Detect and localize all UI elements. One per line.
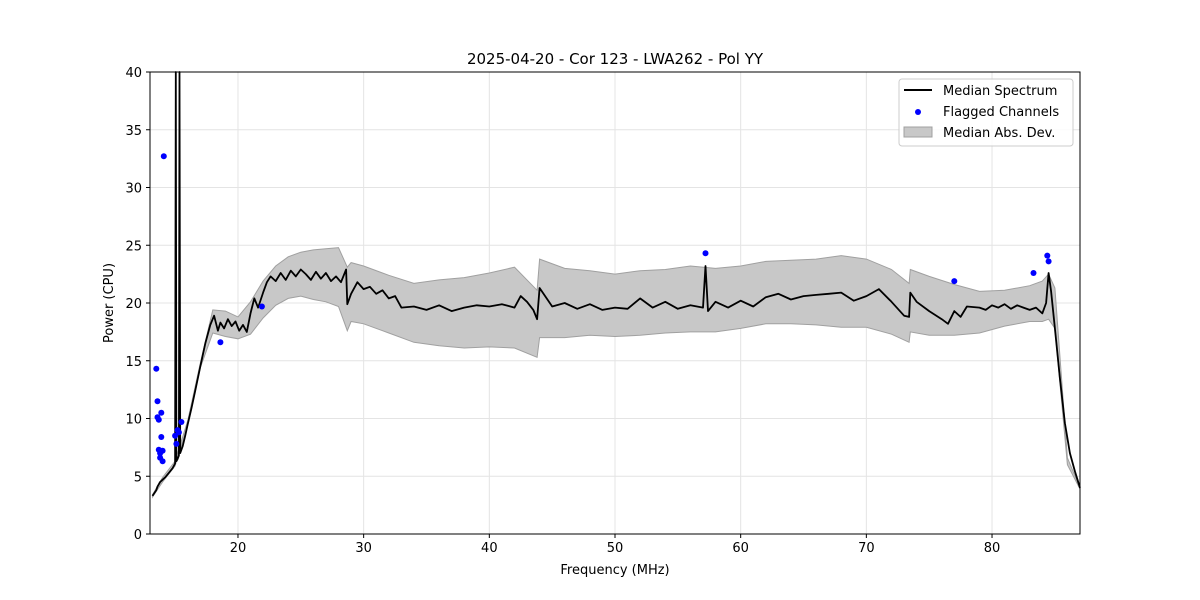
legend-label-flagged: Flagged Channels — [943, 105, 1059, 120]
flagged-channel-point — [154, 398, 161, 405]
median-spectrum-path — [151, 71, 1081, 497]
x-axis-ticks: 20 30 40 50 60 70 80 — [230, 534, 1001, 556]
flagged-channel-point — [1030, 270, 1037, 276]
flagged-channel-point — [702, 250, 709, 257]
legend-label-median: Median Spectrum — [943, 84, 1057, 99]
median-spectrum-line — [151, 71, 1081, 497]
flagged-channel-point — [217, 339, 224, 346]
legend-band-swatch — [903, 126, 933, 138]
y-tick-label: 20 — [125, 297, 142, 312]
y-tick-label: 40 — [125, 66, 142, 81]
flagged-channel-point — [158, 434, 165, 440]
flagged-channel-point — [258, 303, 265, 310]
y-tick-label: 35 — [125, 124, 142, 139]
x-tick-label: 40 — [481, 541, 498, 556]
flagged-channel-point — [159, 447, 166, 454]
flagged-channel-point — [158, 409, 165, 416]
legend: Median Spectrum Flagged Channels Median … — [898, 78, 1074, 147]
flagged-channel-point — [175, 429, 182, 436]
x-tick-label: 70 — [858, 541, 875, 556]
y-tick-label: 0 — [134, 528, 142, 543]
x-tick-label: 60 — [732, 541, 749, 556]
flagged-channel-point — [178, 419, 185, 425]
flagged-channel-point — [155, 416, 162, 423]
legend-box — [898, 78, 1074, 147]
y-axis-ticks: 0 5 10 15 20 25 30 35 40 — [125, 66, 150, 543]
y-axis-label: Power (CPU) — [102, 263, 117, 343]
flagged-channel-point — [160, 153, 167, 160]
x-tick-label: 50 — [607, 541, 624, 556]
x-tick-label: 80 — [984, 541, 1001, 556]
flagged-channel-points — [153, 153, 1052, 465]
x-tick-label: 30 — [355, 541, 372, 556]
flagged-channel-point — [1044, 252, 1051, 259]
y-tick-label: 10 — [125, 413, 142, 428]
x-axis-label: Frequency (MHz) — [560, 563, 669, 578]
flagged-channel-point — [173, 440, 180, 447]
y-tick-label: 5 — [134, 470, 142, 485]
flagged-channel-point — [153, 365, 160, 372]
flagged-channel-point — [159, 458, 166, 465]
y-tick-label: 30 — [125, 182, 142, 197]
chart-title: 2025-04-20 - Cor 123 - LWA262 - Pol YY — [467, 50, 764, 68]
flagged-channel-point — [951, 278, 958, 285]
y-tick-label: 25 — [125, 239, 142, 254]
y-tick-label: 15 — [125, 355, 142, 370]
legend-dot-swatch — [915, 109, 921, 115]
legend-label-mad: Median Abs. Dev. — [943, 126, 1055, 141]
x-tick-label: 20 — [230, 541, 247, 556]
flagged-channel-point — [1045, 258, 1052, 265]
